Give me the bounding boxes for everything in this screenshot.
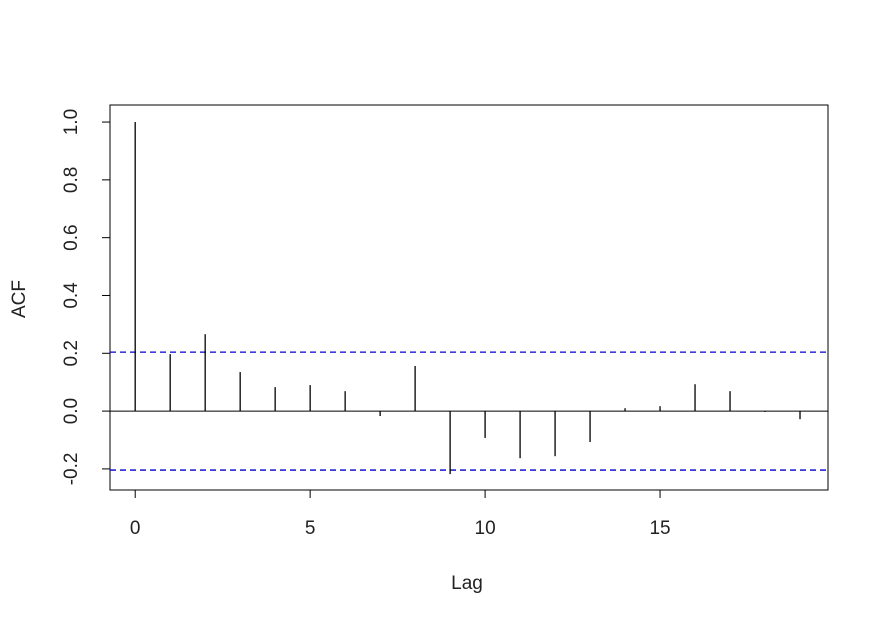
y-axis-title: ACF [9, 280, 30, 318]
y-tick-label: 0.0 [61, 398, 82, 424]
y-tick-label: 0.8 [61, 167, 82, 193]
plot-frame [109, 104, 829, 491]
x-tick-label: 5 [305, 518, 316, 539]
x-tick-label: 0 [130, 518, 141, 539]
x-tick-label: 10 [475, 518, 496, 539]
y-tick-label: 0.2 [61, 340, 82, 366]
y-tick-label: 0.4 [61, 282, 82, 309]
y-tick-label: 0.6 [61, 224, 82, 250]
y-tick-label: -0.2 [61, 453, 82, 486]
y-tick-label: 1.0 [61, 109, 82, 135]
x-tick-label: 15 [649, 518, 670, 539]
x-axis-title: Lag [451, 573, 483, 594]
